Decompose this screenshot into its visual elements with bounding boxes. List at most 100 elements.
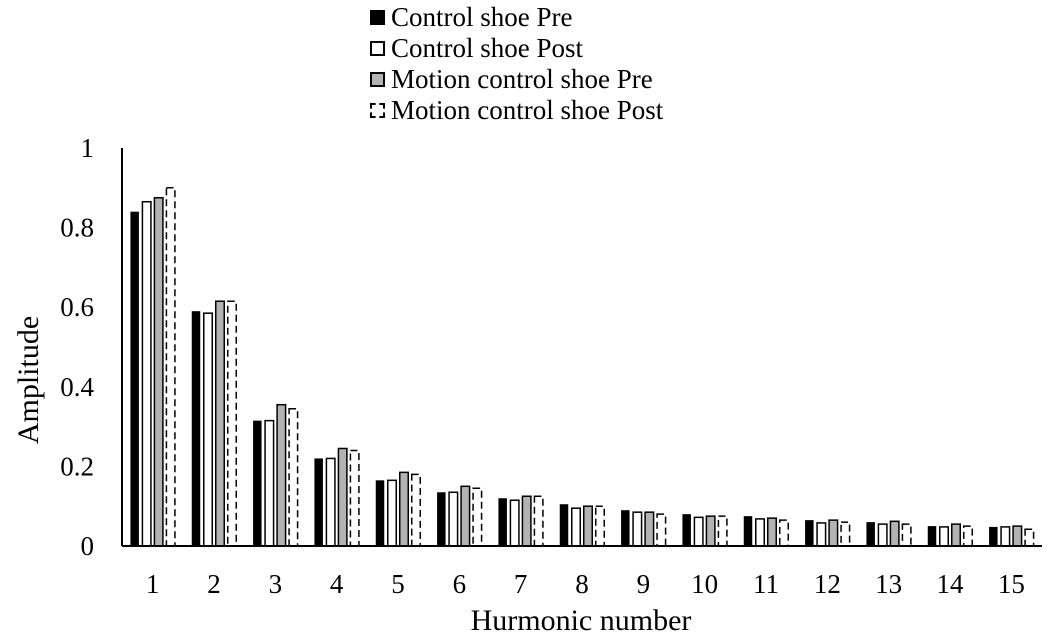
bar-gray-7 bbox=[521, 495, 532, 547]
bar-solid-black-1 bbox=[130, 211, 139, 546]
bar-outline-3 bbox=[264, 419, 275, 547]
bar-dashed-9 bbox=[656, 513, 667, 547]
y-tick-label: 0.8 bbox=[60, 213, 94, 243]
bar-solid-black-4 bbox=[314, 458, 323, 546]
legend-swatch-dashed bbox=[370, 103, 385, 118]
bar-outline-9 bbox=[632, 511, 643, 547]
x-tick-label: 5 bbox=[391, 569, 405, 599]
bar-outline-1 bbox=[141, 200, 152, 547]
legend-label: Motion control shoe Post bbox=[391, 95, 664, 125]
bar-gray-3 bbox=[276, 403, 287, 547]
legend-label: Motion control shoe Pre bbox=[391, 64, 653, 94]
y-tick-label: 0.2 bbox=[60, 451, 94, 481]
bar-gray-12 bbox=[828, 519, 839, 547]
legend-label: Control shoe Pre bbox=[391, 2, 573, 32]
bar-outline-7 bbox=[509, 499, 520, 547]
bar-gray-9 bbox=[644, 511, 655, 547]
plot-area bbox=[130, 187, 1035, 547]
x-tick-label: 14 bbox=[937, 569, 965, 599]
x-tick-label: 3 bbox=[269, 569, 283, 599]
bar-gray-1 bbox=[153, 197, 164, 547]
bar-solid-black-11 bbox=[743, 516, 753, 546]
bar-outline-14 bbox=[939, 526, 949, 547]
legend-swatch-solid bbox=[370, 10, 385, 25]
legend: Control shoe Pre Control shoe Post Motio… bbox=[370, 2, 663, 126]
bar-outline-11 bbox=[755, 518, 765, 547]
bar-solid-black-2 bbox=[191, 311, 201, 546]
x-tick-labels: 1 2 3 4 5 6 7 8 9 10 11 12 13 14 15 bbox=[146, 569, 1025, 599]
bar-solid-black-3 bbox=[253, 420, 262, 546]
y-tick-label: 0.4 bbox=[60, 372, 94, 402]
bar-solid-black-7 bbox=[498, 498, 507, 546]
legend-swatch-gray bbox=[370, 72, 385, 87]
x-tick-label: 6 bbox=[453, 569, 467, 599]
bar-solid-black-9 bbox=[621, 510, 630, 546]
bar-gray-15 bbox=[1012, 525, 1023, 547]
legend-swatch-outline bbox=[370, 41, 385, 56]
x-tick-label: 11 bbox=[753, 569, 779, 599]
bar-outline-15 bbox=[1000, 526, 1011, 547]
bar-dashed-8 bbox=[595, 505, 605, 547]
bar-gray-13 bbox=[889, 520, 900, 547]
bar-dashed-3 bbox=[288, 407, 299, 547]
bar-dashed-13 bbox=[901, 523, 912, 547]
bar-gray-8 bbox=[583, 505, 593, 547]
bar-dashed-5 bbox=[411, 473, 421, 547]
x-tick-label: 9 bbox=[637, 569, 651, 599]
legend-item-control-pre: Control shoe Pre bbox=[370, 2, 663, 33]
bar-outline-4 bbox=[325, 457, 336, 547]
bar-outline-5 bbox=[387, 479, 397, 547]
x-tick-label: 2 bbox=[207, 569, 221, 599]
bar-solid-black-13 bbox=[866, 522, 875, 546]
bar-gray-14 bbox=[951, 523, 961, 547]
bar-outline-10 bbox=[693, 516, 704, 547]
x-tick-label: 12 bbox=[814, 569, 841, 599]
bar-dashed-14 bbox=[963, 525, 973, 547]
bar-gray-6 bbox=[460, 485, 471, 547]
bar-gray-11 bbox=[767, 517, 777, 547]
x-tick-label: 15 bbox=[998, 569, 1025, 599]
bar-gray-5 bbox=[399, 471, 409, 547]
legend-label: Control shoe Post bbox=[391, 33, 584, 63]
bar-gray-2 bbox=[215, 300, 225, 547]
bar-outline-13 bbox=[877, 523, 888, 547]
bar-solid-black-14 bbox=[927, 526, 937, 546]
bar-dashed-6 bbox=[472, 487, 483, 547]
bar-solid-black-15 bbox=[989, 526, 998, 546]
bar-solid-black-12 bbox=[805, 520, 814, 546]
y-tick-label: 0 bbox=[81, 531, 95, 561]
x-tick-label: 1 bbox=[146, 569, 160, 599]
x-axis-title: Hurmonic number bbox=[471, 604, 692, 637]
bar-dashed-7 bbox=[533, 495, 544, 547]
x-tick-label: 10 bbox=[691, 569, 718, 599]
x-tick-label: 7 bbox=[514, 569, 528, 599]
bar-gray-4 bbox=[337, 447, 348, 547]
bar-outline-2 bbox=[203, 312, 213, 547]
bar-dashed-2 bbox=[227, 300, 237, 547]
bar-outline-12 bbox=[816, 522, 827, 547]
bar-outline-8 bbox=[571, 507, 581, 547]
legend-item-control-post: Control shoe Post bbox=[370, 33, 663, 64]
y-tick-label: 1 bbox=[81, 133, 95, 163]
bar-dashed-11 bbox=[779, 519, 789, 547]
bar-solid-black-10 bbox=[682, 514, 691, 546]
bar-outline-6 bbox=[448, 491, 459, 547]
bar-dashed-15 bbox=[1024, 528, 1035, 547]
legend-item-motion-pre: Motion control shoe Pre bbox=[370, 64, 663, 95]
bar-dashed-10 bbox=[717, 515, 728, 547]
bar-solid-black-8 bbox=[559, 504, 569, 546]
y-tick-label: 0.6 bbox=[60, 292, 94, 322]
y-axis-title: Amplitude bbox=[12, 316, 45, 444]
y-tick-labels: 0 0.2 0.4 0.6 0.8 1 bbox=[60, 133, 94, 561]
x-tick-label: 8 bbox=[575, 569, 589, 599]
bar-gray-10 bbox=[705, 515, 716, 547]
bar-solid-black-5 bbox=[375, 480, 385, 546]
legend-item-motion-post: Motion control shoe Post bbox=[370, 95, 663, 126]
bar-solid-black-6 bbox=[437, 492, 446, 546]
bar-dashed-12 bbox=[840, 521, 851, 547]
bar-dashed-1 bbox=[165, 187, 176, 547]
x-tick-label: 13 bbox=[875, 569, 902, 599]
x-tick-label: 4 bbox=[330, 569, 344, 599]
bar-dashed-4 bbox=[349, 449, 360, 547]
